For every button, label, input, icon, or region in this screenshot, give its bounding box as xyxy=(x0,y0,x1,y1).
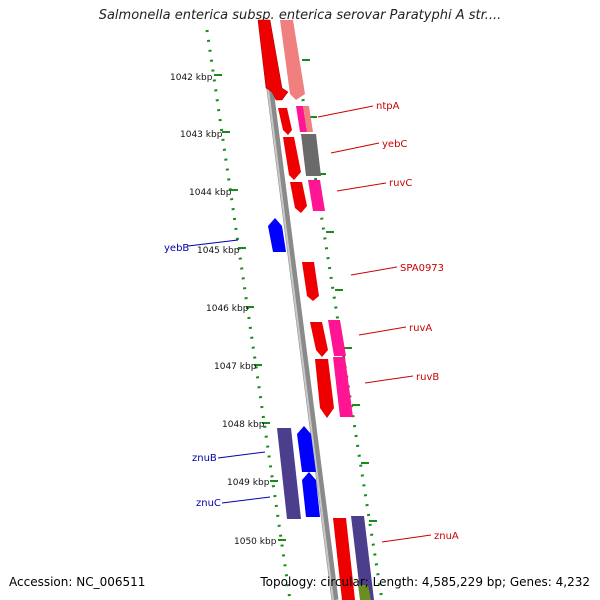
tick-label: 1047 kbp xyxy=(214,362,257,372)
gene-gray-yebC xyxy=(301,134,321,176)
gene-blue-yebB xyxy=(268,218,286,252)
gene-blue-znuB xyxy=(297,426,316,472)
gene-features xyxy=(257,19,374,600)
gene-pink-ntpA xyxy=(296,106,307,132)
gene-red-znuA xyxy=(333,518,355,600)
gene-red-yebC xyxy=(283,137,301,180)
gene-label: znuB xyxy=(192,453,217,464)
scale-ticks xyxy=(214,74,286,541)
gene-red-ruvC xyxy=(290,182,307,213)
tick-label: 1048 kbp xyxy=(222,420,265,430)
tick-label: 1043 kbp xyxy=(180,130,223,140)
gene-label: ruvB xyxy=(416,372,439,383)
gene-label: ntpA xyxy=(376,101,400,112)
tick-labels: 1042 kbp 1043 kbp 1044 kbp 1045 kbp 1046… xyxy=(170,73,277,547)
gene-label: znuC xyxy=(196,498,221,509)
accession-label: Accession: NC_006511 xyxy=(9,575,146,589)
gene-label: yebB xyxy=(164,243,189,254)
gene-darkblue-znuBC xyxy=(277,428,301,519)
left-gene-labels: yebB znuB znuC xyxy=(164,243,221,509)
right-ring-ticks xyxy=(302,59,377,522)
gene-label: SPA0973 xyxy=(400,263,444,274)
tick-label: 1050 kbp xyxy=(234,537,277,547)
tick-label: 1044 kbp xyxy=(189,188,232,198)
gene-light-ntpA xyxy=(303,106,313,132)
gene-red-ruvB xyxy=(315,359,334,418)
gene-red-SPA0973 xyxy=(302,262,319,301)
left-label-lines xyxy=(187,239,271,504)
backbone-ring-highlight xyxy=(259,25,334,600)
gene-olive-bottom xyxy=(358,585,371,600)
gene-blue-znuC xyxy=(302,472,320,517)
gene-red-top xyxy=(257,19,289,101)
tick-label: 1049 kbp xyxy=(227,478,270,488)
tick-label: 1046 kbp xyxy=(206,304,249,314)
right-gene-labels: ntpA yebC ruvC SPA0973 ruvA ruvB znuA xyxy=(376,101,459,542)
gene-pink-ruvC xyxy=(308,180,325,211)
genome-summary: Topology: circular; Length: 4,585,229 bp… xyxy=(260,575,590,589)
gene-label: yebC xyxy=(382,139,407,150)
gene-label: ruvA xyxy=(409,323,432,334)
gene-lightpink-top xyxy=(280,20,305,100)
backbone-ring xyxy=(258,25,339,600)
gene-red-ntpA-left xyxy=(278,108,292,135)
gene-red-ruvA xyxy=(310,322,328,357)
tick-label: 1042 kbp xyxy=(170,73,213,83)
left-dotted-ring xyxy=(205,29,292,600)
gene-label: znuA xyxy=(434,531,459,542)
right-dotted-ring xyxy=(290,29,384,600)
tick-label: 1045 kbp xyxy=(197,246,240,256)
right-label-lines xyxy=(317,105,432,543)
gene-label: ruvC xyxy=(389,178,412,189)
gene-darkblue-znuA xyxy=(351,516,374,600)
map-title: Salmonella enterica subsp. enterica sero… xyxy=(98,8,502,23)
gene-pink-ruvA xyxy=(328,320,346,356)
gene-pink-ruvB xyxy=(333,357,353,417)
